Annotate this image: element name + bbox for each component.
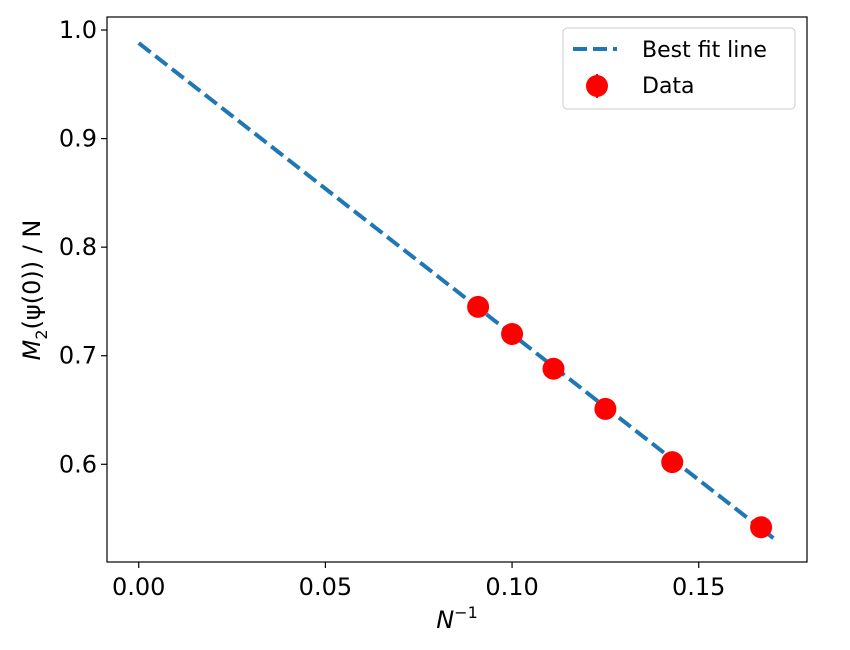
legend-marker-swatch [586,75,608,97]
legend-label-data: Data [642,74,695,99]
x-axis-label: N−1 [436,603,478,634]
x-tick-label-3: 0.15 [672,573,725,601]
data-point-1 [467,295,490,318]
y-tick-label-0: 0.6 [59,450,97,478]
y-tick-label-3: 0.9 [59,125,97,153]
plot-frame [106,16,808,563]
data-point-6 [750,516,773,539]
legend-box [562,27,796,110]
series-line-best-fit [137,41,775,540]
data-point-2 [501,323,524,346]
y-axis-label: M2(ψ(0)) / N [18,220,51,361]
y-tick-label-2: 0.8 [59,233,97,261]
x-tick-label-2: 0.10 [485,573,538,601]
y-tick-label-4: 1.0 [59,16,97,44]
data-point-3 [542,357,565,380]
legend-label-best-fit: Best fit line [642,38,767,63]
x-axis-label-base: N [436,606,454,634]
x-tick-label-0: 0.00 [112,573,165,601]
series-layer [137,41,775,540]
y-tick-label-1: 0.7 [59,342,97,370]
y-axis-label-sub: 2 [32,329,51,339]
ticks-layer: 0.00 0.05 0.10 0.15 0.6 0.7 0.8 0.9 1.0 [59,16,726,601]
legend: Best fit line Data [562,27,796,110]
y-axis-label-m: M [18,339,46,360]
y-axis-label-rest: (ψ(0)) / N [18,220,46,330]
data-point-5 [661,451,684,474]
x-tick-label-1: 0.05 [299,573,352,601]
data-point-4 [594,397,617,420]
x-axis-label-sup: −1 [454,603,478,622]
